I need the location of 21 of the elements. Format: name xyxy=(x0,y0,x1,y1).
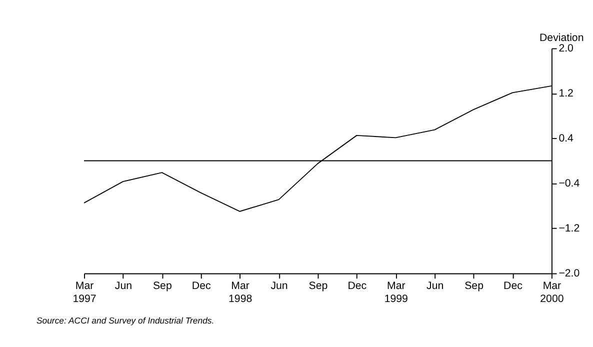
x-tick-label: Dec xyxy=(504,280,524,292)
x-tick-label: Jun xyxy=(114,280,132,292)
x-tick-label: Jun xyxy=(426,280,444,292)
x-tick-label: Sep xyxy=(308,280,328,292)
y-tick-label: −2.0 xyxy=(558,268,580,280)
x-tick-label: Jun xyxy=(270,280,288,292)
y-tick-label: 2.0 xyxy=(558,42,574,55)
x-tick-label: Mar 2000 xyxy=(540,280,564,305)
y-tick-label: −0.4 xyxy=(558,178,580,190)
x-tick-label: Sep xyxy=(152,280,172,292)
x-tick-label: Dec xyxy=(348,280,368,292)
x-tick-label: Mar 1999 xyxy=(384,280,408,305)
x-tick-label: Sep xyxy=(464,280,484,292)
y-axis-title: Deviation xyxy=(539,32,584,44)
y-tick-label: −1.2 xyxy=(558,222,580,235)
y-tick-label: 1.2 xyxy=(558,88,574,100)
source-note: Source: ACCI and Survey of Industrial Trends. xyxy=(36,315,214,326)
y-tick-label: 0.4 xyxy=(558,132,574,145)
x-tick-label: Dec xyxy=(192,280,212,292)
x-tick-label: Mar 1998 xyxy=(228,280,252,305)
x-tick-label: Mar 1997 xyxy=(72,280,96,305)
